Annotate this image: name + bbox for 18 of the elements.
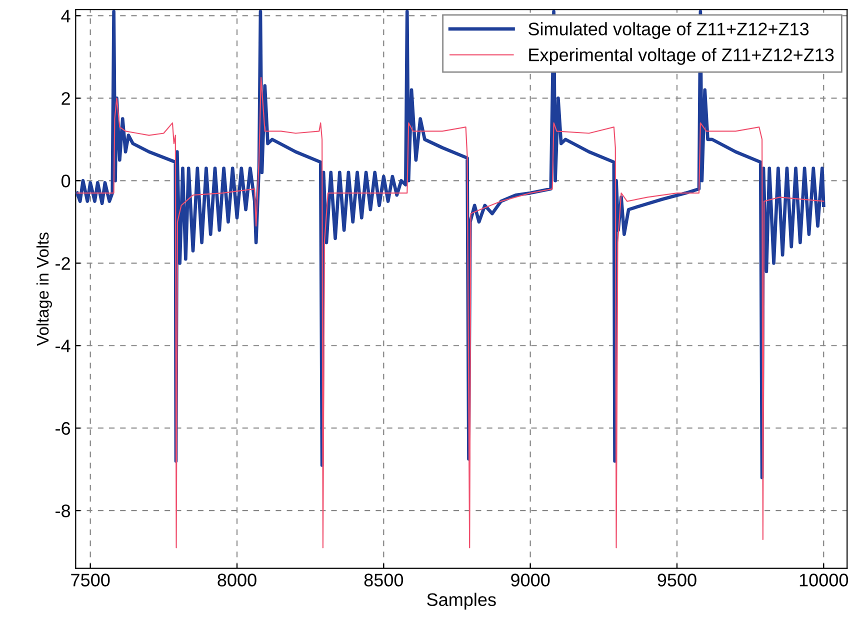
x-tick-label: 7500 [71, 574, 110, 586]
y-tick-label: -8 [56, 504, 70, 518]
x-tick-label: 8500 [364, 574, 404, 586]
x-tick-label: 9000 [511, 574, 550, 586]
x-tick-label: 9500 [658, 574, 696, 586]
x-tick-label: 8000 [218, 574, 256, 586]
y-tick-label: 0 [61, 174, 70, 188]
y-tick-label: 4 [61, 10, 70, 22]
y-tick-label: -4 [56, 340, 70, 352]
y-tick-label: -6 [56, 422, 70, 435]
y-tick-label: -2 [56, 257, 70, 270]
legend-label: Simulated voltage of Z11+Z12+Z13 [528, 22, 809, 39]
x-axis-title: Samples [427, 592, 496, 610]
x-tick-label: 10000 [800, 574, 848, 586]
legend-label: Experimental voltage of Z11+Z12+Z13 [529, 48, 834, 65]
line-series [76, 77, 824, 548]
y-axis-title: Voltage in Volts [36, 232, 52, 346]
y-tick-label: 2 [62, 92, 70, 105]
